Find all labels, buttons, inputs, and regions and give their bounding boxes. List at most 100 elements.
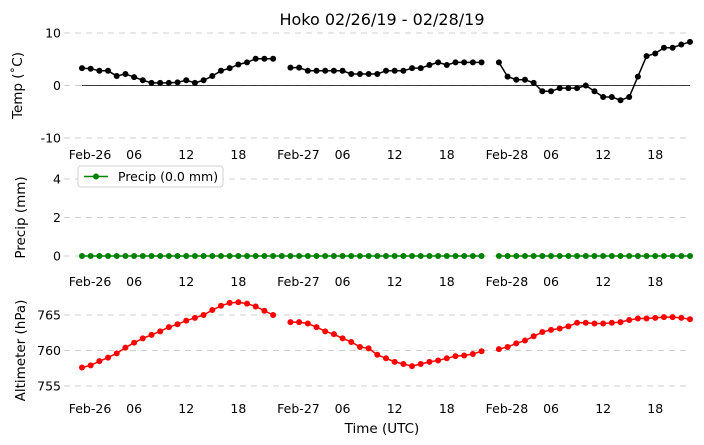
data-point xyxy=(322,67,329,74)
data-point xyxy=(365,70,372,77)
series xyxy=(79,299,693,371)
y-tick-label: 0 xyxy=(53,78,61,93)
data-point xyxy=(157,253,164,259)
x-tick-label: 18 xyxy=(439,401,455,416)
data-point xyxy=(461,253,468,259)
data-point xyxy=(504,253,511,259)
data-point xyxy=(365,345,372,352)
data-point xyxy=(165,253,172,259)
data-point xyxy=(313,324,320,331)
data-point xyxy=(139,77,146,84)
y-axis-label: Altimeter (hPa) xyxy=(13,300,29,402)
data-point xyxy=(322,328,329,335)
data-point xyxy=(660,44,667,51)
data-point xyxy=(374,253,381,259)
data-point xyxy=(687,38,693,45)
chart-panels: -10 0 10 Temp (˚C) Feb-26 06 12 18 Feb-27 06 12 18 F… xyxy=(9,26,693,416)
data-point xyxy=(539,253,546,259)
x-tick-label: 18 xyxy=(230,401,246,416)
data-point xyxy=(217,253,224,259)
x-tick-label: 06 xyxy=(126,401,142,416)
data-point xyxy=(582,319,589,326)
y-tick-label: 755 xyxy=(37,379,61,394)
data-point xyxy=(521,337,528,344)
data-point xyxy=(165,324,172,331)
data-point xyxy=(287,319,294,326)
x-tick-label: 06 xyxy=(543,147,559,162)
x-tick-label: 12 xyxy=(178,401,194,416)
data-point xyxy=(200,253,207,259)
data-point xyxy=(96,253,103,259)
data-point xyxy=(313,67,320,74)
data-point xyxy=(96,67,103,74)
x-tick-label: Feb-27 xyxy=(277,401,320,416)
x-tick-label: Feb-26 xyxy=(69,274,112,289)
data-point xyxy=(678,314,685,321)
data-point xyxy=(287,253,294,259)
data-point xyxy=(678,253,685,259)
x-tick-label: Feb-27 xyxy=(277,147,320,162)
data-point xyxy=(495,346,502,353)
data-point xyxy=(304,320,311,327)
data-point xyxy=(469,253,476,259)
data-point xyxy=(617,319,624,326)
data-point xyxy=(79,253,85,259)
data-point xyxy=(660,314,667,321)
data-point xyxy=(617,253,624,259)
data-point xyxy=(148,79,155,86)
data-point xyxy=(452,59,459,66)
data-point xyxy=(139,335,146,342)
data-point xyxy=(652,314,659,321)
data-point xyxy=(244,59,251,66)
data-point xyxy=(678,41,685,48)
data-point xyxy=(461,59,468,66)
data-point xyxy=(296,319,303,326)
data-point xyxy=(339,335,346,342)
x-tick-label: Feb-28 xyxy=(486,274,529,289)
data-point xyxy=(261,253,268,259)
data-point xyxy=(191,253,198,259)
data-point xyxy=(287,64,294,71)
data-point xyxy=(261,307,268,314)
data-point xyxy=(617,97,624,104)
x-tick-label: 12 xyxy=(178,274,194,289)
data-point xyxy=(174,253,181,259)
data-point xyxy=(530,253,537,259)
data-point xyxy=(539,88,546,95)
data-point xyxy=(400,67,407,74)
data-point xyxy=(687,253,693,259)
data-point xyxy=(296,253,303,259)
panel-2: 0 2 4 Precip (mm) Feb-26 06 12 18 Feb-27 06 12 18 Fe… xyxy=(13,165,693,289)
data-point xyxy=(687,316,693,323)
data-point xyxy=(391,253,398,259)
data-point xyxy=(87,362,94,369)
data-point xyxy=(148,331,155,338)
data-point xyxy=(131,74,138,81)
data-point xyxy=(669,314,676,321)
data-point xyxy=(139,253,146,259)
data-point xyxy=(582,82,589,89)
y-tick-label: 2 xyxy=(53,210,61,225)
x-tick-label: 12 xyxy=(595,274,611,289)
y-axis-label: Precip (mm) xyxy=(13,176,29,258)
x-tick-label: 06 xyxy=(543,401,559,416)
data-point xyxy=(304,67,311,74)
data-point xyxy=(521,76,528,83)
data-point xyxy=(270,312,277,318)
data-point xyxy=(87,65,94,72)
data-point xyxy=(565,253,572,259)
data-point xyxy=(409,253,416,259)
data-point xyxy=(600,94,607,101)
data-point xyxy=(235,61,242,68)
data-point xyxy=(469,351,476,358)
data-point xyxy=(634,253,641,259)
data-point xyxy=(504,73,511,80)
x-axis-label: Time (UTC) xyxy=(344,421,420,437)
data-point xyxy=(235,299,242,306)
data-point xyxy=(652,253,659,259)
x-tick-label: Feb-26 xyxy=(69,401,112,416)
data-point xyxy=(556,325,563,332)
data-point xyxy=(174,79,181,86)
data-point xyxy=(339,253,346,259)
data-point xyxy=(643,253,650,259)
